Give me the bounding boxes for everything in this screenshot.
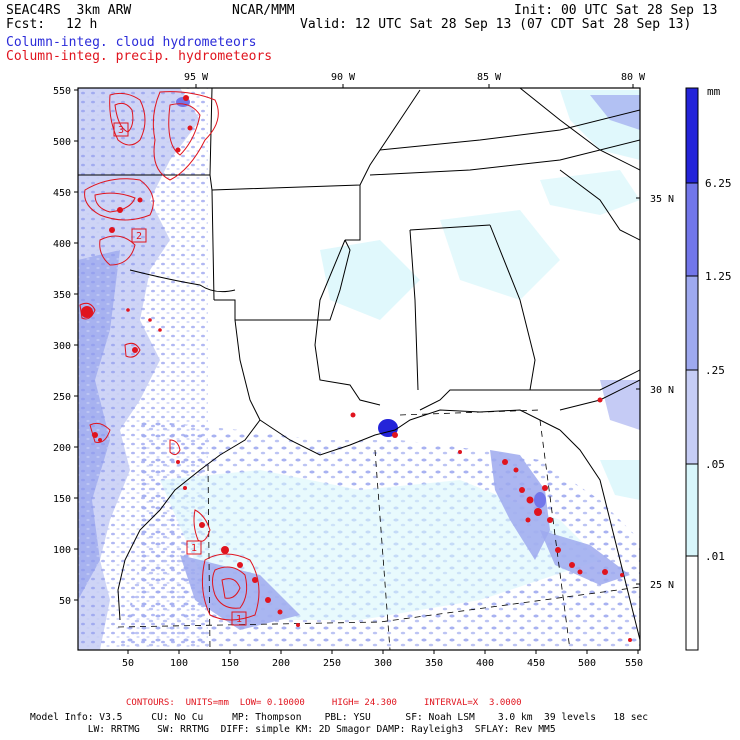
legend-swatch	[686, 556, 698, 650]
model-info-line1: Model Info: V3.5 CU: No Cu MP: Thompson …	[30, 712, 649, 723]
lat-ticks	[636, 197, 640, 585]
field-title-precip: Column-integ. precip. hydrometeors	[6, 49, 273, 64]
legend-swatch	[686, 276, 698, 370]
box-labels: 3 2 1 1	[118, 125, 242, 625]
lon-ticks	[195, 84, 634, 88]
x-tick-label: 350	[425, 658, 443, 669]
x-tick-label: 400	[476, 658, 494, 669]
y-tick-label: 500	[53, 137, 71, 148]
legend-swatch	[686, 464, 698, 556]
legend-swatch	[686, 183, 698, 276]
legend-level: .25	[705, 364, 725, 377]
box-label-2: 2	[136, 231, 142, 242]
lon-labels: 95 W 90 W 85 W 80 W	[184, 72, 646, 83]
y-tick-label: 550	[53, 86, 71, 97]
box-label-1b: 1	[236, 614, 242, 625]
y-tick-label: 300	[53, 341, 71, 352]
model-info-line2: LW: RRTMG SW: RRTMG DIFF: simple KM: 2D …	[30, 724, 556, 735]
color-legend: mm 6.25 1.25 .25 .05 .01	[685, 85, 732, 651]
org-label: NCAR/MMM	[232, 3, 295, 18]
legend-swatch	[686, 370, 698, 464]
forecast-hour: 12 h	[66, 17, 98, 32]
y-axis-ticks	[74, 89, 78, 601]
x-axis-ticks	[127, 650, 639, 654]
lon-label: 85 W	[477, 72, 502, 83]
x-tick-label: 50	[122, 658, 134, 669]
y-tick-label: 100	[53, 545, 71, 556]
lat-label: 25 N	[650, 580, 674, 591]
legend-level: .05	[705, 458, 725, 471]
y-tick-label: 350	[53, 290, 71, 301]
box-label-1a: 1	[191, 543, 197, 554]
x-tick-label: 500	[578, 658, 596, 669]
lat-label: 30 N	[650, 385, 674, 396]
x-tick-label: 150	[221, 658, 239, 669]
y-tick-label: 250	[53, 392, 71, 403]
legend-level: .01	[705, 550, 725, 563]
lon-label: 95 W	[184, 72, 209, 83]
legend-level: 1.25	[705, 270, 732, 283]
y-tick-label: 150	[53, 494, 71, 505]
y-tick-label: 200	[53, 443, 71, 454]
x-tick-label: 550	[625, 658, 643, 669]
x-tick-label: 100	[170, 658, 188, 669]
box-label-3: 3	[118, 125, 124, 136]
model-title: SEAC4RS 3km ARW	[6, 3, 132, 18]
precip-cells	[81, 95, 632, 642]
legend-swatch	[686, 88, 698, 183]
y-axis-labels: 550 500 450 400 350 300 250 200 150 100 …	[53, 86, 71, 607]
lat-label: 35 N	[650, 194, 674, 205]
lon-label: 80 W	[621, 72, 646, 83]
contour-info: CONTOURS: UNITS=mm LOW= 0.10000 HIGH= 24…	[126, 698, 522, 708]
y-tick-label: 400	[53, 239, 71, 250]
x-tick-label: 200	[272, 658, 290, 669]
x-axis-labels: 50 100 150 200 250 300 350 400 450 500 5…	[122, 658, 643, 669]
cloud-field	[78, 88, 640, 650]
field-title-cloud: Column-integ. cloud hydrometeors	[6, 35, 257, 50]
valid-time: Valid: 12 UTC Sat 28 Sep 13 (07 CDT Sat …	[300, 17, 692, 32]
lon-label: 90 W	[331, 72, 356, 83]
legend-units: mm	[707, 85, 721, 98]
station-boxes	[113, 122, 247, 626]
y-tick-label: 50	[59, 596, 71, 607]
x-tick-label: 450	[527, 658, 545, 669]
forecast-label: Fcst:	[6, 17, 46, 32]
x-tick-label: 300	[374, 658, 392, 669]
x-tick-label: 250	[323, 658, 341, 669]
plot-frame	[77, 87, 641, 651]
legend-level: 6.25	[705, 177, 732, 190]
y-tick-label: 450	[53, 188, 71, 199]
precip-contours	[79, 91, 260, 621]
init-time: Init: 00 UTC Sat 28 Sep 13	[514, 3, 718, 18]
lat-labels: 35 N 30 N 25 N	[650, 194, 674, 591]
